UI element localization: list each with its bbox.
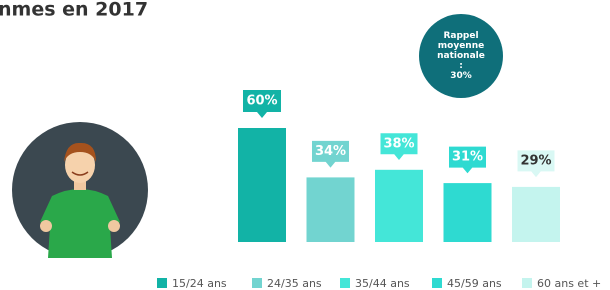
legend-swatch xyxy=(432,278,442,288)
legend-label: 15/24 ans xyxy=(172,277,227,290)
illustration xyxy=(12,122,148,258)
legend-label: 24/35 ans xyxy=(267,277,322,290)
legend-label: 60 ans et + xyxy=(537,277,601,290)
value-label: 29% xyxy=(520,153,551,168)
bar xyxy=(307,177,355,242)
value-label: 34% xyxy=(315,144,346,159)
value-label: 60% xyxy=(246,94,277,109)
value-label: 31% xyxy=(452,150,483,165)
legend-swatch xyxy=(340,278,350,288)
bar xyxy=(375,170,423,242)
reference-label: Rappel moyenne nationale : xyxy=(435,31,487,71)
page: nmes en 2017 60% 15/24 ans 34% 24/35 ans 38%… xyxy=(0,0,610,290)
legend-swatch xyxy=(157,278,167,288)
legend-swatch xyxy=(522,278,532,288)
reference-value: 30% xyxy=(435,71,487,81)
value-label: 38% xyxy=(383,136,414,151)
legend-label: 45/59 ans xyxy=(447,277,502,290)
bar xyxy=(512,187,560,242)
legend-label: 35/44 ans xyxy=(355,277,410,290)
legend-swatch xyxy=(252,278,262,288)
chart-title: nmes en 2017 xyxy=(0,0,148,21)
reference-badge: Rappel moyenne nationale : 30% xyxy=(419,14,503,98)
chart: nmes en 2017 60% 15/24 ans 34% 24/35 ans 38%… xyxy=(0,0,610,290)
bar xyxy=(238,128,286,242)
bar xyxy=(444,183,492,242)
